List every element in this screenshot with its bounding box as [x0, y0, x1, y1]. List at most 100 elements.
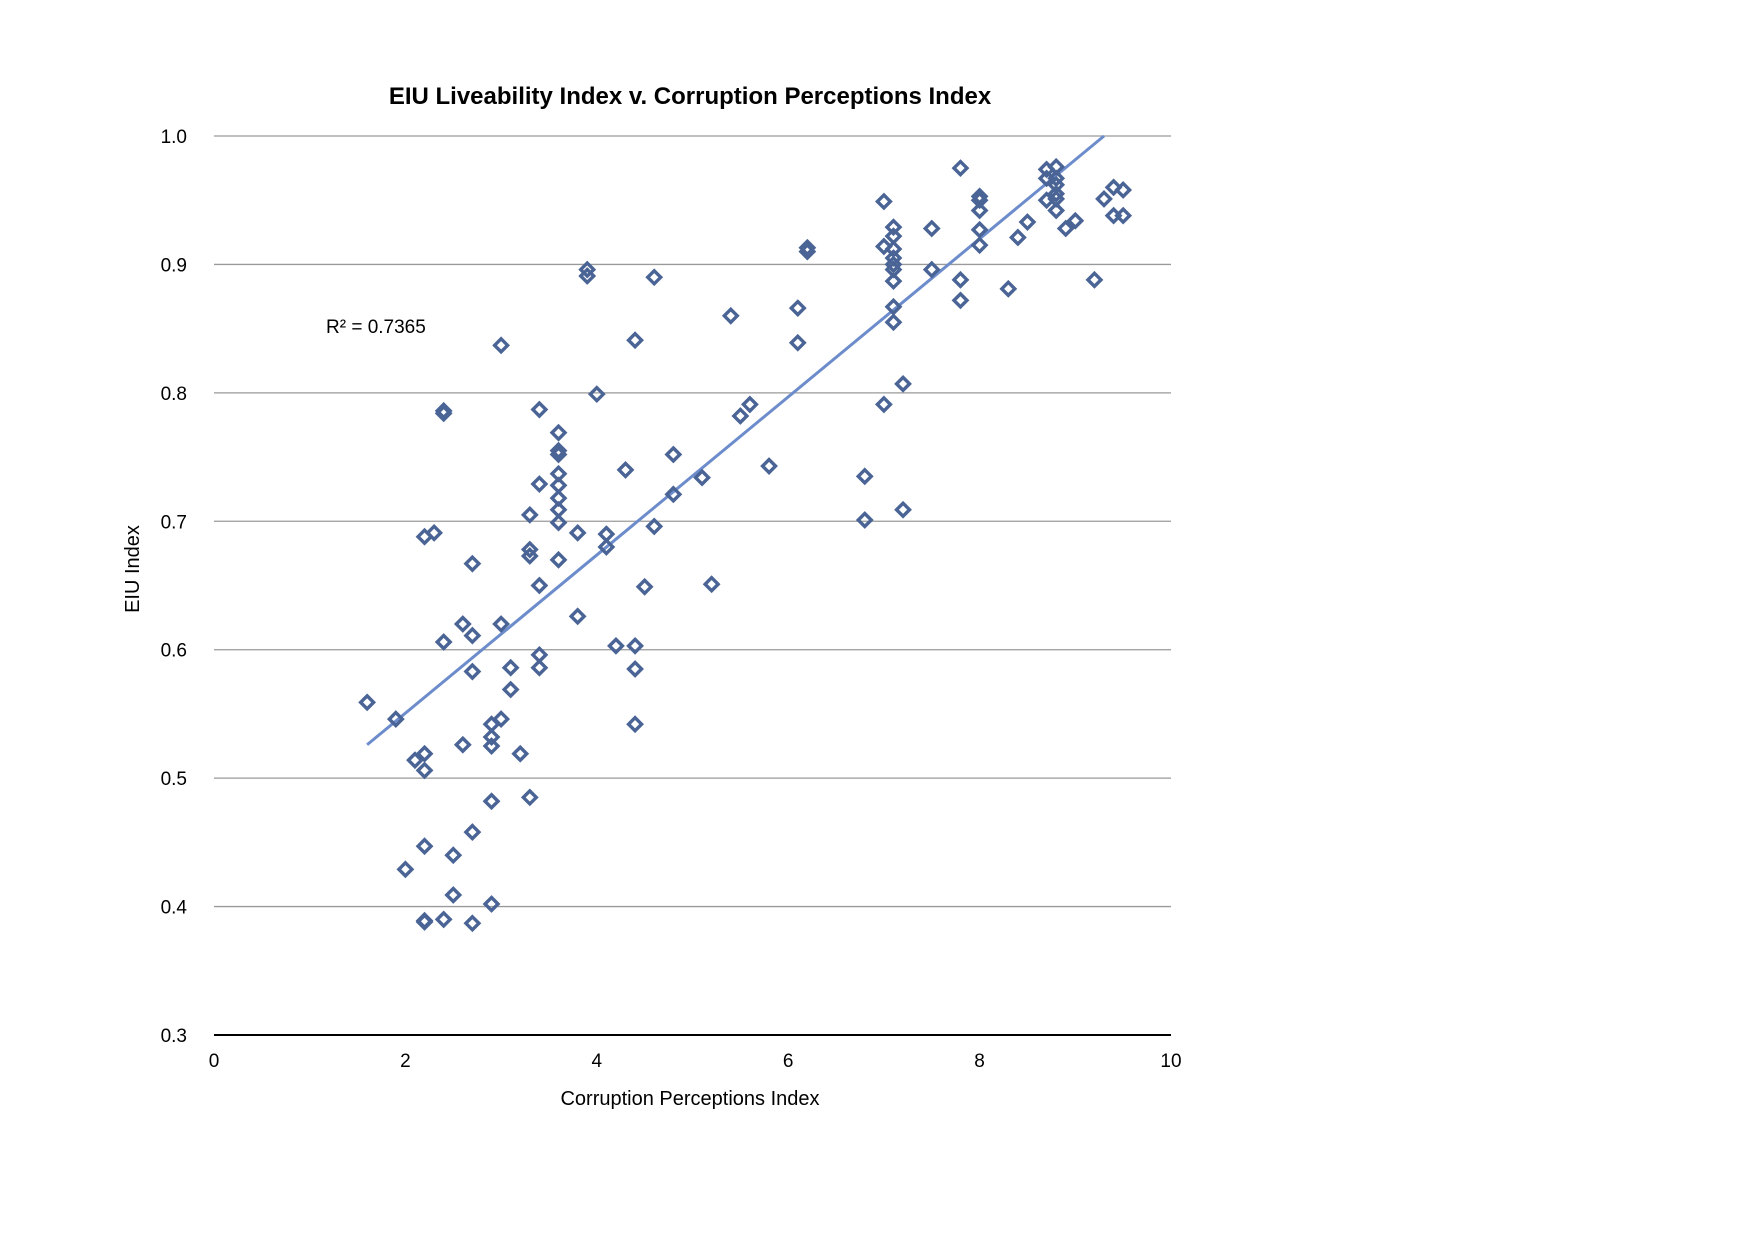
y-axis-label: EIU Index [122, 525, 144, 613]
data-point [463, 662, 482, 681]
data-point [798, 238, 817, 257]
data-point [874, 192, 893, 211]
data-point [568, 523, 587, 542]
data-point [482, 737, 501, 755]
data-point [1047, 169, 1066, 188]
data-point [434, 910, 453, 929]
data-point [922, 260, 941, 279]
data-point [463, 823, 482, 841]
data-point [463, 914, 482, 933]
data-point [884, 218, 903, 237]
data-point [501, 680, 520, 699]
data-point [874, 395, 893, 414]
data-point [607, 636, 625, 655]
data-point [884, 272, 903, 291]
data-point [434, 633, 453, 651]
data-point [874, 237, 893, 256]
x-tick-label: 8 [974, 1051, 985, 1072]
data-point [568, 607, 587, 626]
data-point [415, 913, 434, 931]
data-point [434, 401, 453, 420]
data-point [530, 576, 549, 595]
x-tick-label: 10 [1160, 1051, 1181, 1072]
data-point [511, 744, 530, 763]
data-point [664, 445, 683, 464]
data-point [415, 744, 434, 763]
data-point [645, 517, 664, 536]
data-point [798, 242, 817, 261]
data-point [970, 236, 989, 255]
x-axis-label: Corruption Perceptions Index [560, 1088, 819, 1110]
data-point [444, 846, 463, 865]
data-point [855, 467, 874, 486]
x-tick-label: 4 [592, 1051, 603, 1072]
data-point [396, 860, 415, 879]
y-tick-labels: 0.3 0.4 0.5 0.6 0.7 0.8 0.9 1.0 [161, 127, 188, 1047]
data-point [530, 475, 549, 493]
data-point [501, 658, 520, 677]
data-point [999, 279, 1018, 298]
data-point [1066, 211, 1085, 230]
data-point [492, 710, 511, 728]
data-point [1104, 178, 1123, 197]
data-point [855, 511, 874, 529]
data-point [721, 306, 740, 325]
data-point [520, 540, 539, 559]
r-squared-annotation: R² = 0.7365 [326, 317, 426, 338]
x-tick-label: 6 [783, 1051, 794, 1072]
data-point [482, 728, 501, 746]
data-point [463, 554, 482, 573]
data-point [788, 333, 807, 352]
data-point [894, 500, 912, 519]
data-point [1114, 181, 1133, 199]
data-point [358, 693, 377, 712]
data-point [415, 837, 434, 856]
data-point [463, 626, 482, 645]
trendline [366, 134, 1105, 746]
data-point [520, 788, 539, 807]
data-point [884, 313, 903, 332]
x-tick-label: 0 [209, 1051, 220, 1072]
data-point [415, 761, 434, 780]
data-point [578, 267, 597, 285]
data-point [520, 505, 539, 524]
y-tick-label: 1.0 [161, 127, 187, 148]
data-point [425, 523, 444, 542]
data-point [741, 395, 759, 414]
data-point [884, 240, 903, 258]
y-tick-label: 0.5 [161, 769, 187, 790]
data-point [626, 660, 644, 678]
data-point [970, 220, 989, 239]
data-point [626, 636, 644, 655]
y-tick-label: 0.7 [161, 512, 187, 533]
data-point [884, 255, 903, 274]
data-point [482, 792, 501, 811]
data-point [1056, 219, 1075, 238]
data-point [482, 895, 501, 913]
data-point [1047, 184, 1066, 203]
data-point [587, 385, 606, 404]
data-point [731, 407, 750, 425]
data-point [693, 468, 711, 487]
data-point [492, 336, 511, 355]
data-point [1047, 201, 1066, 220]
data-point [884, 297, 903, 316]
data-point [951, 159, 970, 178]
data-point [1018, 213, 1037, 231]
data-point [492, 615, 511, 633]
data-point [922, 219, 941, 238]
data-point [1008, 228, 1027, 247]
data-point [386, 710, 405, 728]
data-point [970, 191, 989, 210]
data-point [788, 299, 807, 317]
gridlines [214, 135, 1171, 908]
data-point [894, 374, 912, 393]
data-point [549, 513, 568, 532]
y-tick-label: 0.8 [161, 384, 187, 405]
data-point [702, 575, 721, 594]
data-point [951, 270, 970, 289]
x-tick-labels: 0 2 4 6 8 10 [209, 1051, 1182, 1072]
data-point [1085, 270, 1104, 289]
data-point [664, 485, 683, 504]
